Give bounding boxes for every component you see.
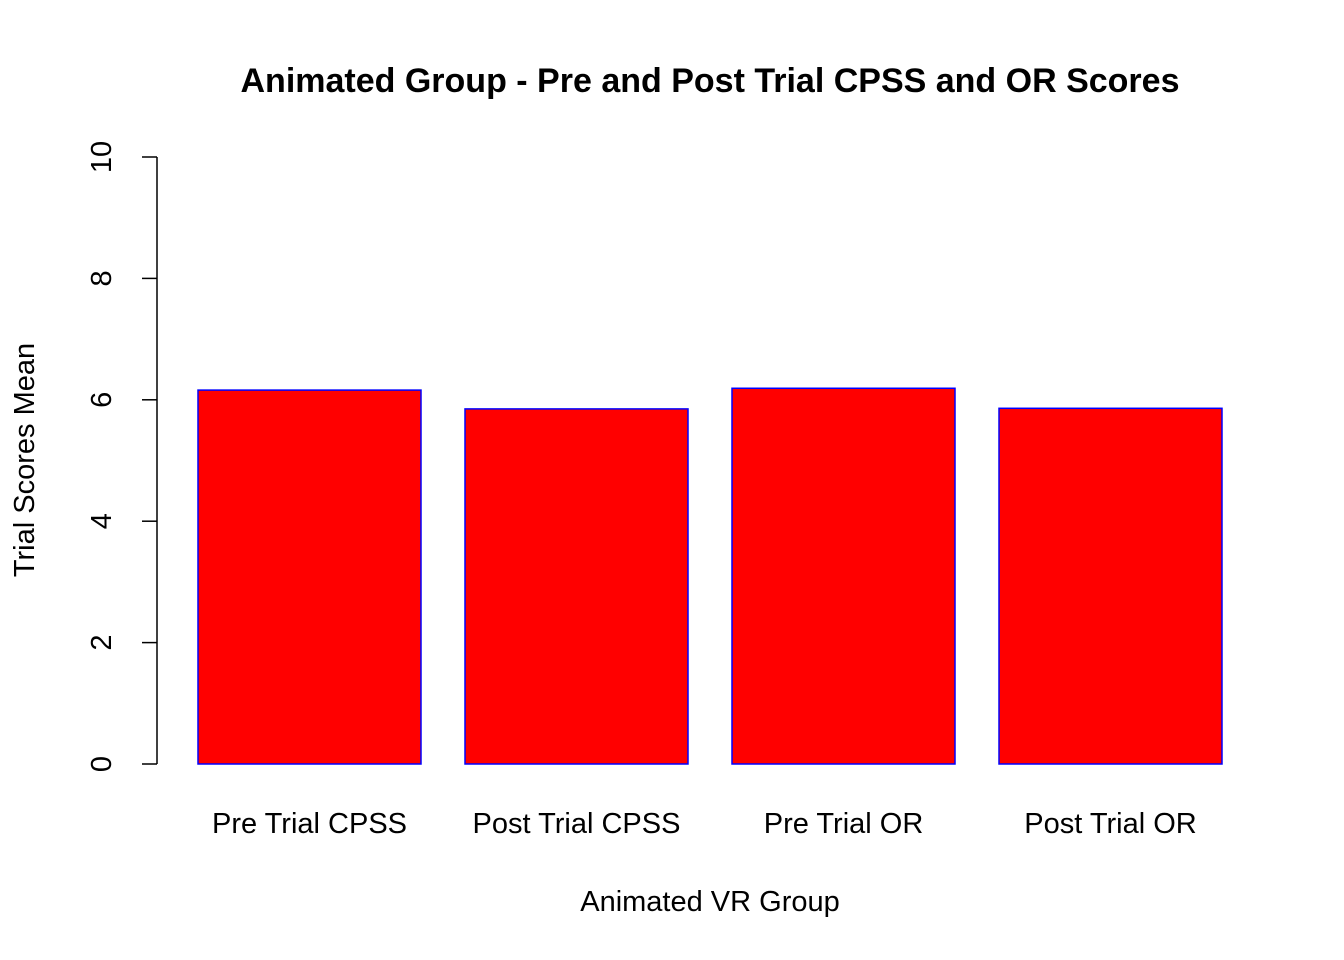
x-tick-label: Pre Trial CPSS xyxy=(212,808,407,840)
y-tick-label: 10 xyxy=(86,141,118,173)
bar xyxy=(197,389,422,765)
y-tick-label: 4 xyxy=(86,513,118,529)
x-axis-category-labels: Pre Trial CPSS Post Trial CPSS Pre Trial O… xyxy=(212,808,1197,840)
y-tick-label: 8 xyxy=(86,270,118,286)
chart-title: Animated Group - Pre and Post Trial CPSS… xyxy=(241,62,1180,100)
x-tick-label: Post Trial CPSS xyxy=(473,808,681,840)
y-axis-label: Trial Scores Mean xyxy=(9,343,41,577)
y-tick-label: 0 xyxy=(86,756,118,772)
bar xyxy=(998,407,1223,765)
x-axis-label: Animated VR Group xyxy=(580,886,840,918)
y-axis: 0 2 4 6 8 10 xyxy=(86,141,158,772)
y-tick-label: 2 xyxy=(86,635,118,651)
y-tick-label: 6 xyxy=(86,392,118,408)
bar xyxy=(464,408,689,765)
bar xyxy=(731,387,956,765)
x-tick-label: Post Trial OR xyxy=(1024,808,1196,840)
x-tick-label: Pre Trial OR xyxy=(764,808,924,840)
bars xyxy=(197,387,1223,765)
